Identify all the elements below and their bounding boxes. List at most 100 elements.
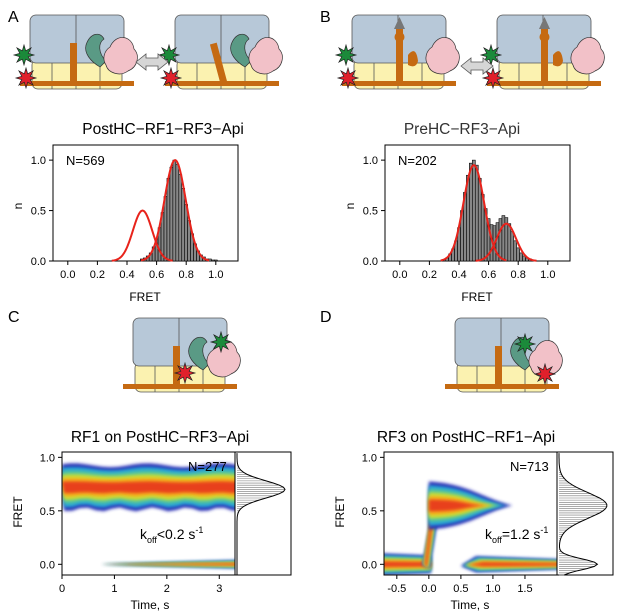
red-fluorophore (159, 66, 183, 90)
histogram-bar (510, 231, 515, 262)
peptidyl-trna (541, 29, 548, 83)
panel-b-ylabel: n (343, 203, 357, 210)
panel-d-koff: koff=1.2 s-1 (485, 525, 548, 545)
histogram-a: 0.0 0.2 0.4 0.6 0.8 1.0 0.0 0.5 1.0 N=569 FRET n (11, 144, 239, 304)
panel-a-count: N=569 (66, 153, 105, 168)
panel-letter-b: B (320, 9, 331, 26)
peptide (539, 17, 550, 29)
histogram-bar (477, 177, 482, 262)
green-fluorophore (513, 332, 537, 356)
ribosome-schematic-b-left (334, 14, 460, 90)
histogram-b: 0.0 0.2 0.4 0.6 0.8 1.0 0.0 0.5 1.0 N=202 FRET n (343, 144, 571, 304)
high-fret-state (62, 481, 235, 494)
histogram-bar (507, 223, 512, 262)
rf3 (248, 37, 283, 75)
histogram-bar (469, 162, 473, 262)
y-tick-label: 1.0 (40, 452, 55, 464)
x-tick-label: 1.0 (208, 269, 223, 281)
histogram-bar (163, 196, 168, 262)
histogram-bar (166, 177, 171, 262)
x-tick-label: 2 (164, 583, 170, 595)
panel-a-ylabel: n (11, 203, 25, 210)
side-histogram-fit (236, 453, 286, 575)
green-fluorophore (12, 43, 36, 67)
side-histogram-c (234, 451, 292, 576)
gaussian-fit-2 (140, 159, 210, 262)
heatmap-c: 0 1 2 3 0.0 0.5 1.0 N=277 koff<0.2 s-1 Time, s… (11, 451, 292, 612)
panel-b-title: PreHC−RF3−Api (404, 121, 520, 138)
rf1 (230, 33, 252, 68)
panel-letter-d: D (320, 309, 332, 326)
mrna (123, 384, 237, 389)
x-tick-label: 0.0 (60, 269, 75, 281)
x-tick-label: 0.8 (179, 269, 194, 281)
x-tick-label: 0.0 (392, 269, 407, 281)
side-histogram-d (556, 451, 614, 576)
rf3 (570, 37, 605, 75)
zero-fret-state-after (468, 562, 557, 567)
a-site-trna (408, 51, 418, 67)
mrna (487, 81, 601, 86)
ribosome-schematic-a-right (157, 14, 283, 90)
histogram-bar (214, 259, 218, 262)
peptidyl-trna (173, 346, 180, 386)
rf3 (206, 340, 241, 378)
panel-d-count: N=713 (510, 459, 549, 474)
x-tick-label: 0.5 (453, 583, 468, 595)
heatmap-d: -0.5 0.0 0.5 1.0 1.5 0.0 0.5 1.0 N=713 koff=1.2… (333, 451, 614, 612)
x-tick-label: 1.0 (540, 269, 555, 281)
x-tick-label: 0.0 (421, 583, 436, 595)
zero-fret-state-before (384, 561, 431, 568)
y-tick-label: 1.0 (362, 452, 377, 464)
rf3 (425, 37, 460, 75)
gaussian-fit-1 (440, 164, 507, 262)
side-histogram-fit (558, 453, 608, 576)
peptidyl-trna (495, 346, 502, 386)
rf1 (188, 336, 210, 371)
x-tick-label: 0.6 (481, 269, 496, 281)
red-fluorophore (481, 66, 505, 90)
y-tick-label: 0.5 (363, 206, 378, 218)
y-tick-label: 0.0 (362, 559, 377, 571)
histogram-bar (516, 247, 520, 262)
histogram-bar (519, 252, 523, 262)
histogram-bar (178, 173, 183, 262)
histogram-bar (474, 164, 479, 262)
ribosome-schematic-c (123, 317, 241, 393)
mrna (20, 81, 134, 86)
x-tick-label: 0.4 (119, 269, 134, 281)
red-fluorophore (533, 362, 557, 386)
bound-fret-state (428, 499, 488, 512)
y-tick-label: 0.5 (31, 206, 46, 218)
histogram-bar (501, 215, 506, 262)
panel-d-ylabel: FRET (333, 496, 347, 528)
x-tick-label: 1.0 (485, 583, 500, 595)
y-tick-label: 0.0 (31, 256, 46, 268)
x-tick-label: -0.5 (387, 583, 406, 595)
rf3 (103, 37, 138, 75)
histogram-bar (172, 159, 177, 262)
y-tick-label: 1.0 (31, 155, 46, 167)
panel-letter-c: C (8, 309, 20, 326)
panel-c-count: N=277 (188, 459, 227, 474)
gaussian-fit-1 (111, 209, 173, 262)
green-fluorophore (334, 43, 358, 67)
panel-b-count: N=202 (398, 153, 437, 168)
x-tick-label: 0.4 (451, 269, 466, 281)
histogram-bar (211, 259, 215, 262)
panel-c-xlabel: Time, s (131, 598, 170, 612)
panel-a-xlabel: FRET (129, 290, 161, 304)
x-tick-label: 0 (59, 583, 65, 595)
histogram-bar (472, 159, 476, 262)
y-tick-label: 0.5 (40, 506, 55, 518)
equilibrium-arrow-a (135, 53, 169, 71)
histogram-bar (169, 166, 174, 262)
a-site-trna (553, 51, 563, 67)
histogram-bar (175, 163, 180, 262)
peptidyl-trna (70, 43, 77, 83)
mrna (445, 384, 559, 389)
histogram-bar (181, 188, 186, 262)
peptidyl-trna (396, 29, 403, 83)
red-fluorophore (173, 361, 197, 385)
